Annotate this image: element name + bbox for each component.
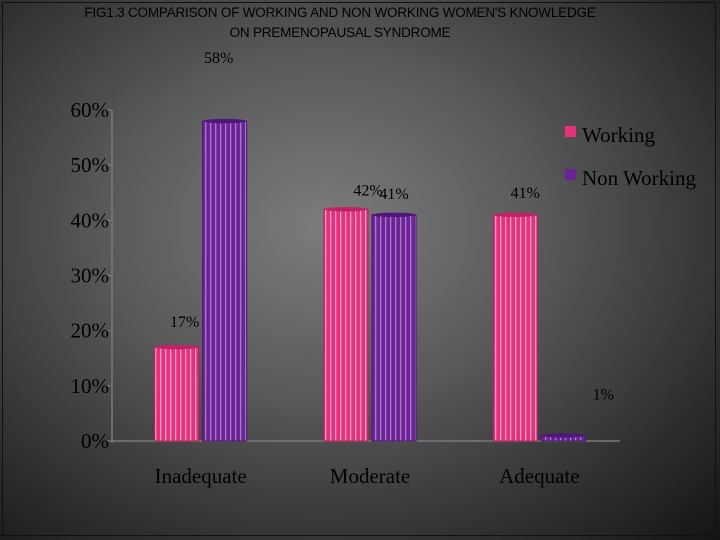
bar-non-working-moderate	[371, 214, 417, 442]
chart-title: FIG1.3 COMPARISON OF WORKING AND NON WOR…	[84, 5, 596, 40]
y-tick-label: 20%	[71, 319, 110, 343]
legend-label: Working	[582, 123, 655, 147]
data-label: 58%	[204, 50, 233, 67]
y-tick-label: 40%	[71, 208, 110, 232]
y-tick-label: 0%	[81, 429, 109, 453]
bar-top-cap	[541, 433, 586, 438]
x-category-label: Moderate	[330, 464, 410, 488]
bar-top-cap	[154, 345, 199, 350]
bar-top-cap	[324, 207, 368, 212]
bar-top-cap	[372, 212, 416, 218]
y-tick-label: 30%	[71, 264, 110, 288]
data-label: 1%	[593, 386, 614, 403]
bar-working-adequate	[492, 214, 538, 442]
data-label: 42%	[353, 182, 382, 199]
legend-swatch-non-working	[565, 169, 576, 180]
bar-top-cap	[493, 212, 538, 218]
data-label: 17%	[170, 314, 199, 331]
bar-working-inadequate	[154, 346, 200, 442]
legend-label: Non Working	[582, 166, 697, 190]
x-category-label: Adequate	[499, 464, 579, 488]
data-label: 41%	[511, 185, 540, 202]
legend-swatch-working	[565, 126, 576, 137]
bar-working-moderate	[323, 208, 369, 442]
x-category-label: Inadequate	[155, 464, 247, 488]
y-tick-label: 50%	[71, 153, 110, 177]
bar-top-cap	[202, 118, 247, 124]
bar-non-working-inadequate	[202, 120, 248, 442]
y-tick-label: 10%	[71, 374, 110, 398]
data-label: 41%	[379, 186, 408, 203]
y-tick-label: 60%	[71, 98, 110, 122]
